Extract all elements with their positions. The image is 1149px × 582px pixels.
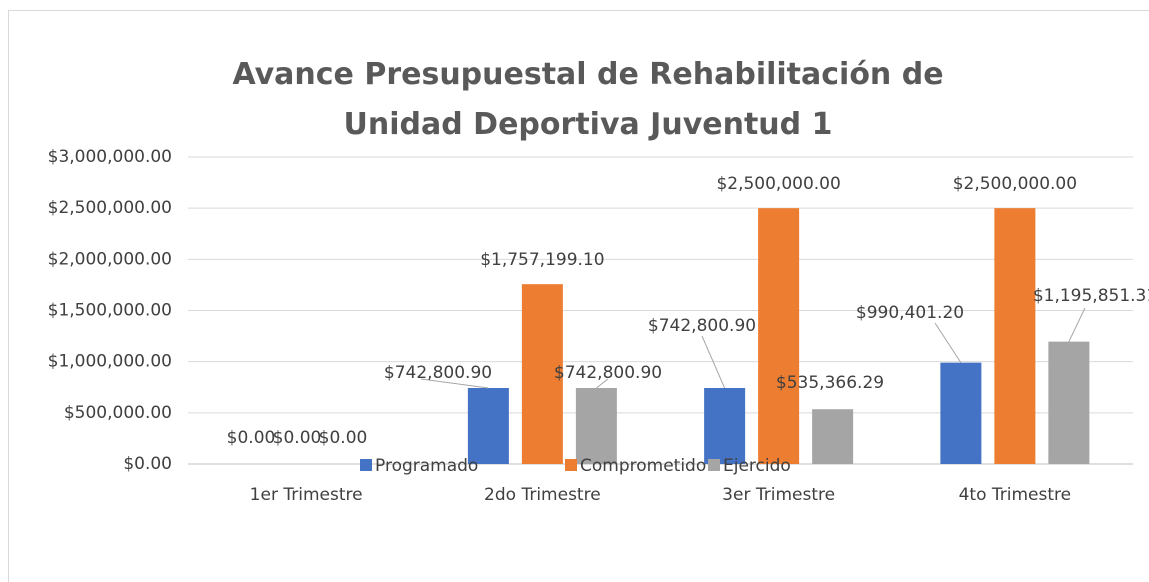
x-tick-label: 4to Trimestre xyxy=(959,485,1072,505)
bar xyxy=(758,208,800,464)
bar xyxy=(940,362,982,464)
leader-line xyxy=(420,378,489,389)
legend-swatch xyxy=(360,459,372,471)
chart-title: Avance Presupuestal de Rehabilitación de… xyxy=(232,57,944,142)
data-label: $2,500,000.00 xyxy=(716,174,840,194)
legend-swatch xyxy=(708,459,720,471)
bar xyxy=(521,284,563,464)
data-label: $535,366.29 xyxy=(776,373,884,393)
bar xyxy=(704,387,746,464)
legend-swatch xyxy=(565,459,577,471)
y-tick-label: $1,500,000.00 xyxy=(48,301,172,321)
legend-label: Programado xyxy=(375,456,478,476)
leader-line xyxy=(596,378,609,389)
bar xyxy=(994,208,1036,464)
y-tick-label: $0.00 xyxy=(123,454,172,474)
x-tick-label: 2do Trimestre xyxy=(484,485,601,505)
y-tick-label: $3,000,000.00 xyxy=(48,147,172,167)
data-label: $1,757,199.10 xyxy=(480,250,604,270)
y-tick-label: $2,500,000.00 xyxy=(48,198,172,218)
data-label: $0.00 xyxy=(319,428,368,448)
data-label: $742,800.90 xyxy=(648,316,756,336)
leader-line xyxy=(1068,307,1086,342)
bar xyxy=(467,387,509,464)
legend-label: Comprometido xyxy=(580,456,706,476)
y-tick-label: $1,000,000.00 xyxy=(48,352,172,372)
x-tick-label: 1er Trimestre xyxy=(250,485,363,505)
data-label: $0.00 xyxy=(227,428,276,448)
data-label: $742,800.90 xyxy=(554,363,662,383)
data-label: $990,401.20 xyxy=(856,303,964,323)
data-label: $0.00 xyxy=(273,428,322,448)
bar xyxy=(812,409,854,464)
chart-border xyxy=(8,10,1149,582)
y-tick-label: $500,000.00 xyxy=(64,403,172,423)
leader-line xyxy=(934,322,962,363)
y-tick-label: $2,000,000.00 xyxy=(48,249,172,269)
data-label: $1,195,851.31 xyxy=(1033,286,1149,306)
data-label: $2,500,000.00 xyxy=(953,174,1077,194)
x-tick-label: 3er Trimestre xyxy=(722,485,835,505)
data-label: $742,800.90 xyxy=(384,363,492,383)
leader-line xyxy=(701,335,726,389)
bar xyxy=(575,387,617,464)
legend-label: Ejercido xyxy=(723,456,791,476)
bar xyxy=(1048,341,1090,464)
